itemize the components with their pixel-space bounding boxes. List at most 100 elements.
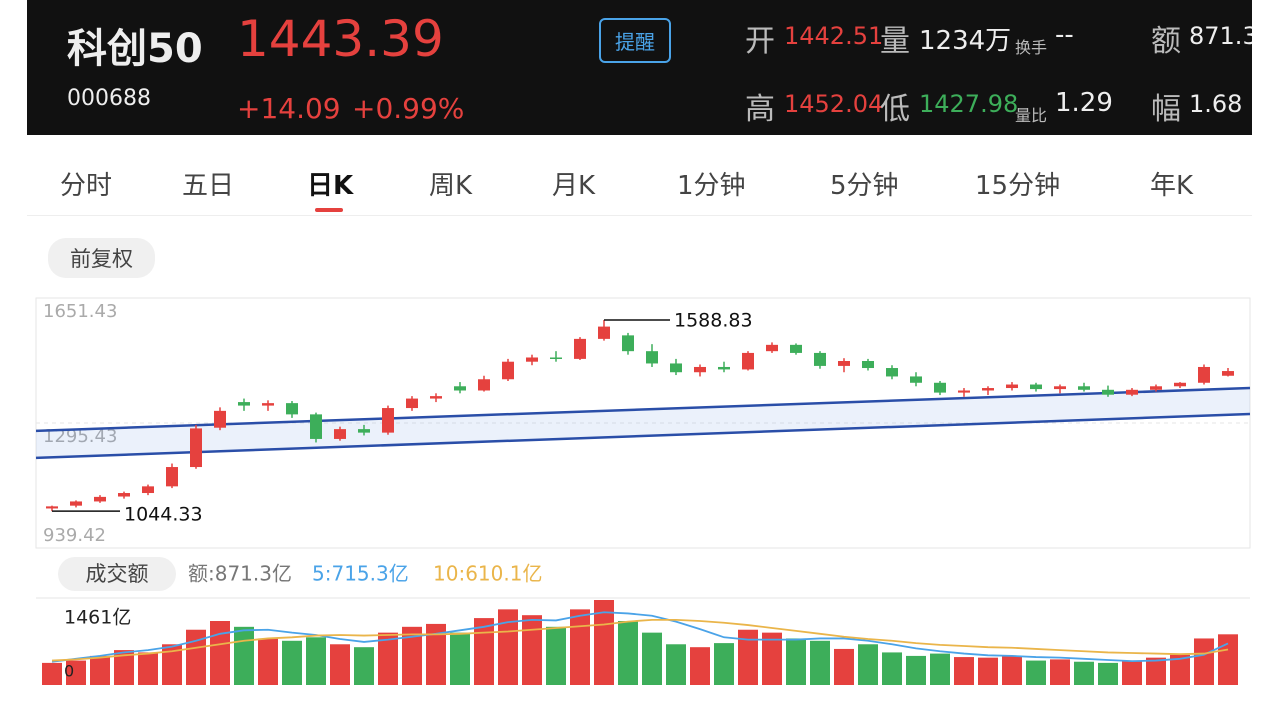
candle-body: [814, 352, 826, 366]
candle-body: [430, 396, 442, 399]
volume-bar: [666, 644, 686, 685]
tab[interactable]: 5分钟: [830, 171, 899, 201]
volume-bar: [594, 600, 614, 685]
candle-body: [70, 501, 82, 506]
volume-bar: [930, 653, 950, 685]
candle-body: [358, 429, 370, 433]
volume-bar: [978, 657, 998, 685]
value: 1452.04: [784, 90, 884, 118]
tab[interactable]: 15分钟: [975, 171, 1061, 201]
volume-bar: [426, 623, 446, 685]
tab[interactable]: 周K: [429, 171, 473, 201]
volume-bar: [1050, 659, 1070, 685]
volume-bar: [114, 650, 134, 685]
ma5-line: [51, 611, 1229, 663]
volume-bar: [1098, 662, 1118, 685]
channel-line: [35, 412, 1251, 460]
volume-bar: [1002, 655, 1022, 685]
adjust-button[interactable]: 前复权: [48, 238, 155, 278]
ma10-legend: 10:610.1亿: [433, 562, 542, 586]
tab[interactable]: 五日: [182, 171, 235, 201]
label: 幅: [1151, 92, 1181, 127]
candle-body: [694, 366, 706, 373]
volume-bar: [1218, 634, 1238, 685]
candle-body: [622, 335, 634, 352]
quote-header: 科创50 1443.39 000688 +14.09 +0.99% 提醒 开 1…: [27, 0, 1252, 135]
candle-body: [310, 414, 322, 439]
candle-body: [1126, 389, 1138, 395]
candle-body: [1222, 371, 1234, 376]
volume-bar: [282, 640, 302, 685]
volume-bar: [90, 655, 110, 685]
volume-bar: [210, 621, 230, 685]
tab[interactable]: 日K: [307, 171, 354, 201]
volume-bar: [810, 640, 830, 685]
candle-body: [766, 344, 778, 352]
candle-body: [1030, 384, 1042, 390]
candle-body: [454, 386, 466, 391]
candle-body: [526, 357, 538, 362]
candle-body: [910, 376, 922, 383]
volume-bar: [1074, 661, 1094, 685]
change-pct: +0.99%: [352, 92, 465, 125]
price: 1443.39: [237, 10, 444, 68]
volume-zero-label: 0: [64, 662, 74, 681]
candle-body: [1078, 386, 1090, 390]
volume-bar: [498, 609, 518, 685]
candle-body: [1102, 389, 1114, 395]
volume-bar: [546, 626, 566, 685]
candle-body: [886, 368, 898, 377]
value: 1427.98: [919, 90, 1019, 118]
tab[interactable]: 分时: [60, 171, 113, 201]
volume-bar: [762, 632, 782, 685]
volume-bar: [1122, 660, 1142, 685]
value: 1.29: [1055, 88, 1113, 118]
volume-bar: [450, 632, 470, 685]
volume-bar: [66, 660, 86, 685]
value: 1442.51: [784, 22, 884, 50]
volume-bar: [42, 662, 62, 685]
candle-body: [574, 338, 586, 359]
candle-body: [238, 402, 250, 406]
candle-body: [46, 506, 58, 509]
volume-bar: [738, 629, 758, 685]
candle-body: [598, 326, 610, 339]
candle-body: [262, 403, 274, 406]
candle-body: [958, 390, 970, 393]
alert-button[interactable]: 提醒: [599, 18, 671, 63]
label: 额: [1151, 24, 1181, 59]
volume-bar: [1146, 657, 1166, 685]
candle-body: [982, 388, 994, 391]
volume-bar: [882, 652, 902, 685]
volume-bar: [714, 643, 734, 685]
candle-body: [934, 382, 946, 393]
tab[interactable]: 月K: [552, 171, 596, 201]
volume-bar: [186, 629, 206, 685]
candle-body: [1174, 382, 1186, 387]
volume-bar: [138, 652, 158, 685]
volume-bar: [858, 644, 878, 685]
label: 量: [880, 24, 910, 59]
label: 开: [745, 24, 775, 59]
volume-bar: [1026, 660, 1046, 685]
tab[interactable]: 1分钟: [677, 171, 746, 201]
candle-body: [646, 351, 658, 364]
value: 871.3: [1189, 22, 1252, 50]
value: 1.68: [1189, 90, 1243, 118]
volume-bar: [1170, 654, 1190, 685]
volume-bar: [162, 644, 182, 685]
tab[interactable]: 年K: [1150, 171, 1194, 201]
y-tick-label: 1295.43: [43, 426, 117, 447]
code: 000688: [67, 86, 151, 111]
candle-body: [478, 379, 490, 391]
volume-bar: [906, 655, 926, 685]
index-name: 科创50: [67, 26, 203, 72]
max-label: 1588.83: [674, 309, 753, 331]
change: +14.09: [237, 92, 341, 125]
volume-bar: [306, 637, 326, 685]
candle-body: [142, 486, 154, 494]
candle-body: [838, 361, 850, 366]
candle-body: [790, 344, 802, 353]
